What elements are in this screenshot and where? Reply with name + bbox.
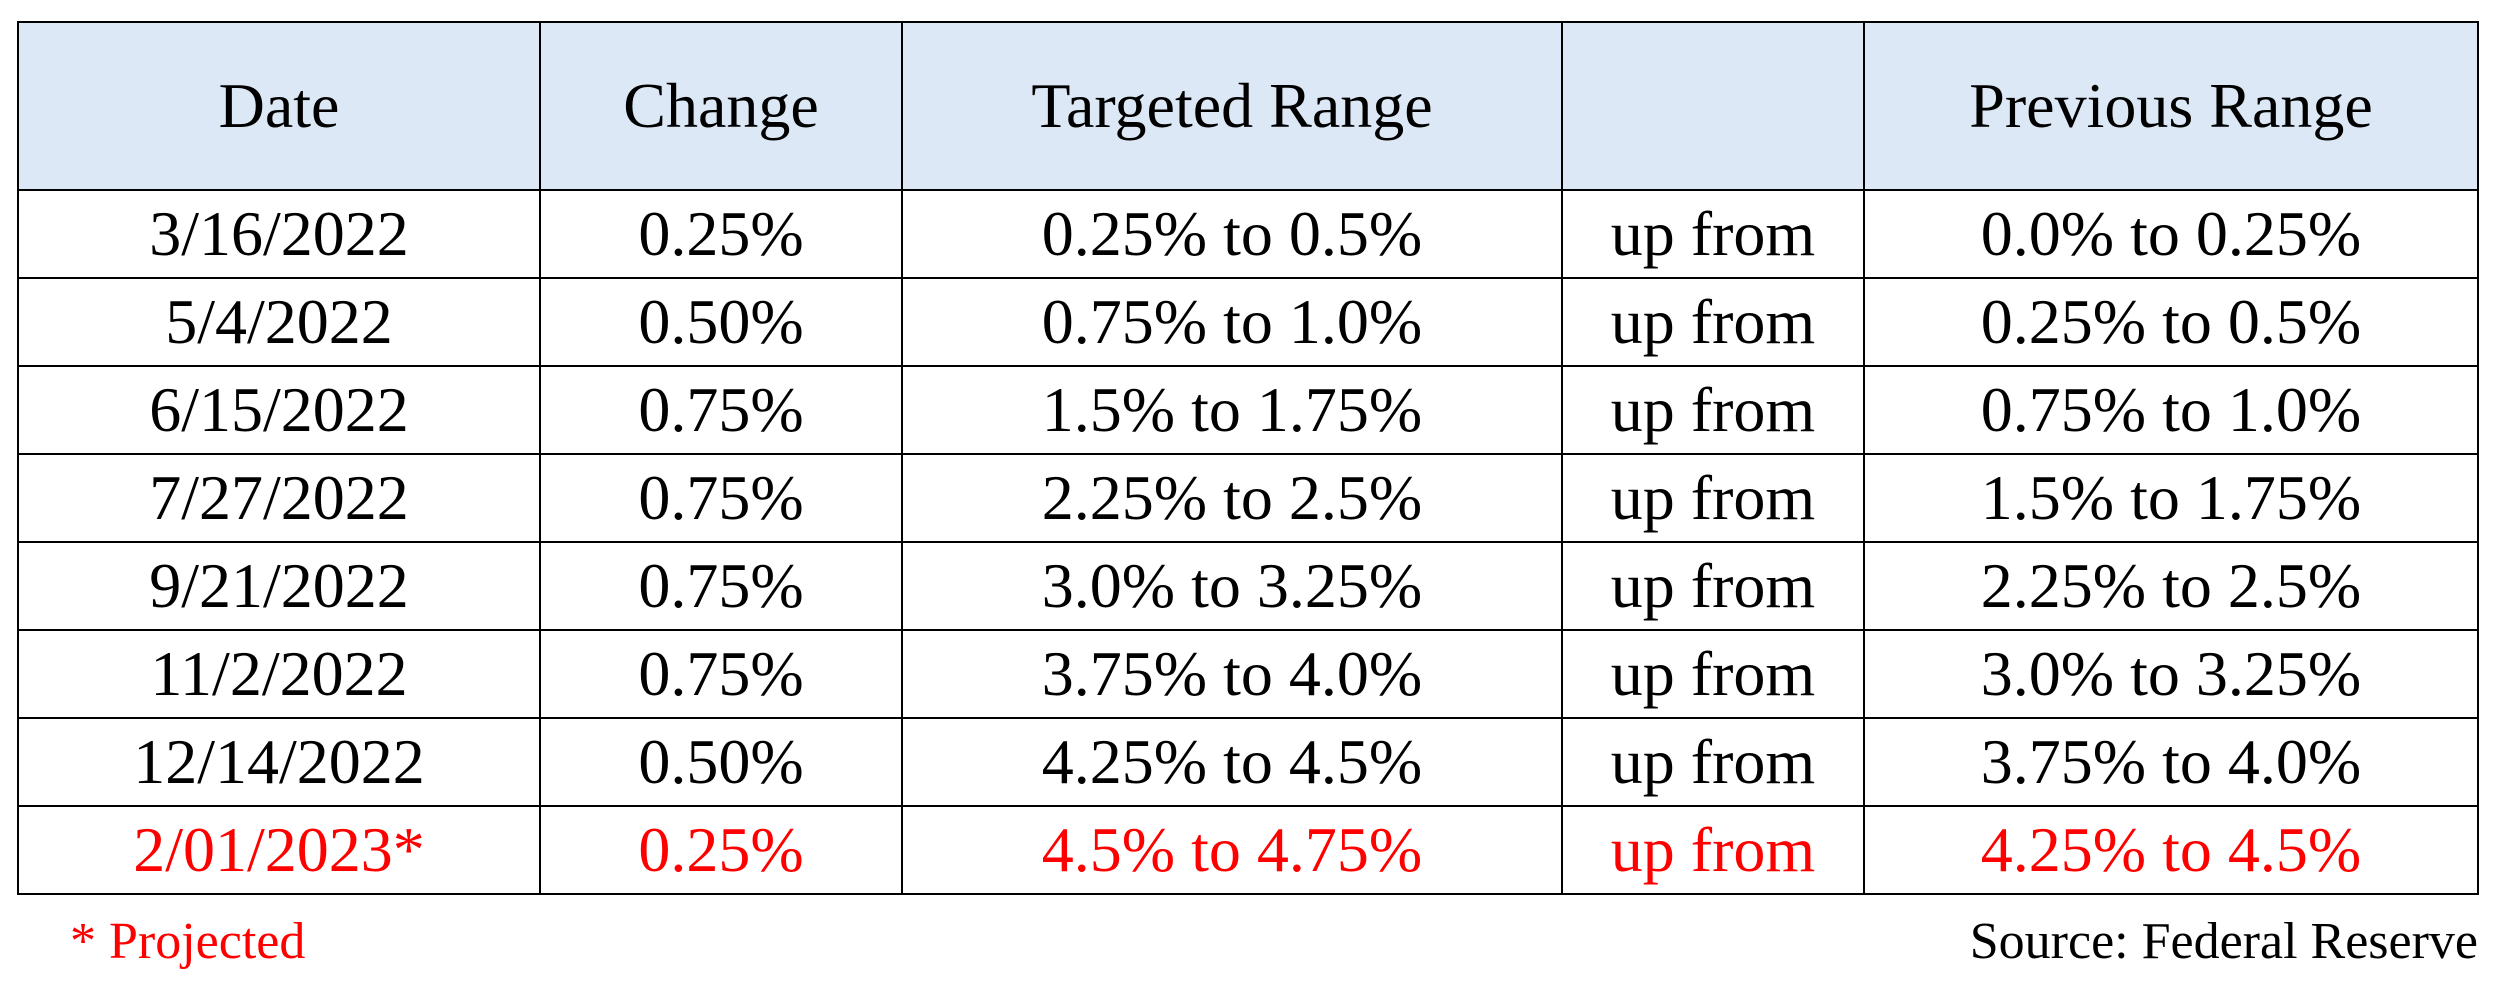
cell-change: 0.50%	[539, 717, 903, 807]
cell-targeted-range: 3.0% to 3.25%	[901, 541, 1563, 631]
cell-up-from: up from	[1561, 189, 1865, 279]
cell-up-from: up from	[1561, 629, 1865, 719]
cell-date: 7/27/2022	[17, 453, 541, 543]
header-targeted-range: Targeted Range	[901, 21, 1563, 191]
table-row: 3/16/2022 0.25% 0.25% to 0.5% up from 0.…	[17, 189, 2479, 279]
cell-previous-range: 4.25% to 4.5%	[1863, 805, 2479, 895]
cell-previous-range: 0.75% to 1.0%	[1863, 365, 2479, 455]
cell-date: 2/01/2023*	[17, 805, 541, 895]
cell-up-from: up from	[1561, 541, 1865, 631]
cell-targeted-range: 4.5% to 4.75%	[901, 805, 1563, 895]
cell-date: 9/21/2022	[17, 541, 541, 631]
cell-up-from: up from	[1561, 453, 1865, 543]
cell-change: 0.25%	[539, 189, 903, 279]
cell-previous-range: 3.0% to 3.25%	[1863, 629, 2479, 719]
cell-up-from: up from	[1561, 717, 1865, 807]
table-row: 7/27/2022 0.75% 2.25% to 2.5% up from 1.…	[17, 453, 2479, 543]
header-previous-range: Previous Range	[1863, 21, 2479, 191]
cell-previous-range: 3.75% to 4.0%	[1863, 717, 2479, 807]
cell-previous-range: 0.25% to 0.5%	[1863, 277, 2479, 367]
cell-targeted-range: 1.5% to 1.75%	[901, 365, 1563, 455]
cell-targeted-range: 4.25% to 4.5%	[901, 717, 1563, 807]
cell-date: 11/2/2022	[17, 629, 541, 719]
fed-rate-table: Date Change Targeted Range Previous Rang…	[17, 21, 2479, 895]
cell-up-from: up from	[1561, 805, 1865, 895]
cell-up-from: up from	[1561, 277, 1865, 367]
table-row-projected: 2/01/2023* 0.25% 4.5% to 4.75% up from 4…	[17, 805, 2479, 895]
cell-change: 0.75%	[539, 541, 903, 631]
table-row: 6/15/2022 0.75% 1.5% to 1.75% up from 0.…	[17, 365, 2479, 455]
cell-targeted-range: 0.75% to 1.0%	[901, 277, 1563, 367]
cell-change: 0.75%	[539, 453, 903, 543]
header-change: Change	[539, 21, 903, 191]
cell-up-from: up from	[1561, 365, 1865, 455]
cell-date: 6/15/2022	[17, 365, 541, 455]
cell-change: 0.75%	[539, 629, 903, 719]
table-row: 9/21/2022 0.75% 3.0% to 3.25% up from 2.…	[17, 541, 2479, 631]
projected-footnote: * Projected	[70, 913, 306, 970]
cell-change: 0.75%	[539, 365, 903, 455]
cell-targeted-range: 2.25% to 2.5%	[901, 453, 1563, 543]
header-blank	[1561, 21, 1865, 191]
table-header-row: Date Change Targeted Range Previous Rang…	[17, 21, 2479, 191]
cell-targeted-range: 0.25% to 0.5%	[901, 189, 1563, 279]
table-row: 5/4/2022 0.50% 0.75% to 1.0% up from 0.2…	[17, 277, 2479, 367]
cell-previous-range: 1.5% to 1.75%	[1863, 453, 2479, 543]
cell-targeted-range: 3.75% to 4.0%	[901, 629, 1563, 719]
cell-date: 5/4/2022	[17, 277, 541, 367]
table-row: 11/2/2022 0.75% 3.75% to 4.0% up from 3.…	[17, 629, 2479, 719]
cell-previous-range: 2.25% to 2.5%	[1863, 541, 2479, 631]
source-credit: Source: Federal Reserve	[1969, 913, 2478, 970]
cell-change: 0.50%	[539, 277, 903, 367]
cell-previous-range: 0.0% to 0.25%	[1863, 189, 2479, 279]
table-row: 12/14/2022 0.50% 4.25% to 4.5% up from 3…	[17, 717, 2479, 807]
header-date: Date	[17, 21, 541, 191]
cell-date: 3/16/2022	[17, 189, 541, 279]
cell-change: 0.25%	[539, 805, 903, 895]
cell-date: 12/14/2022	[17, 717, 541, 807]
